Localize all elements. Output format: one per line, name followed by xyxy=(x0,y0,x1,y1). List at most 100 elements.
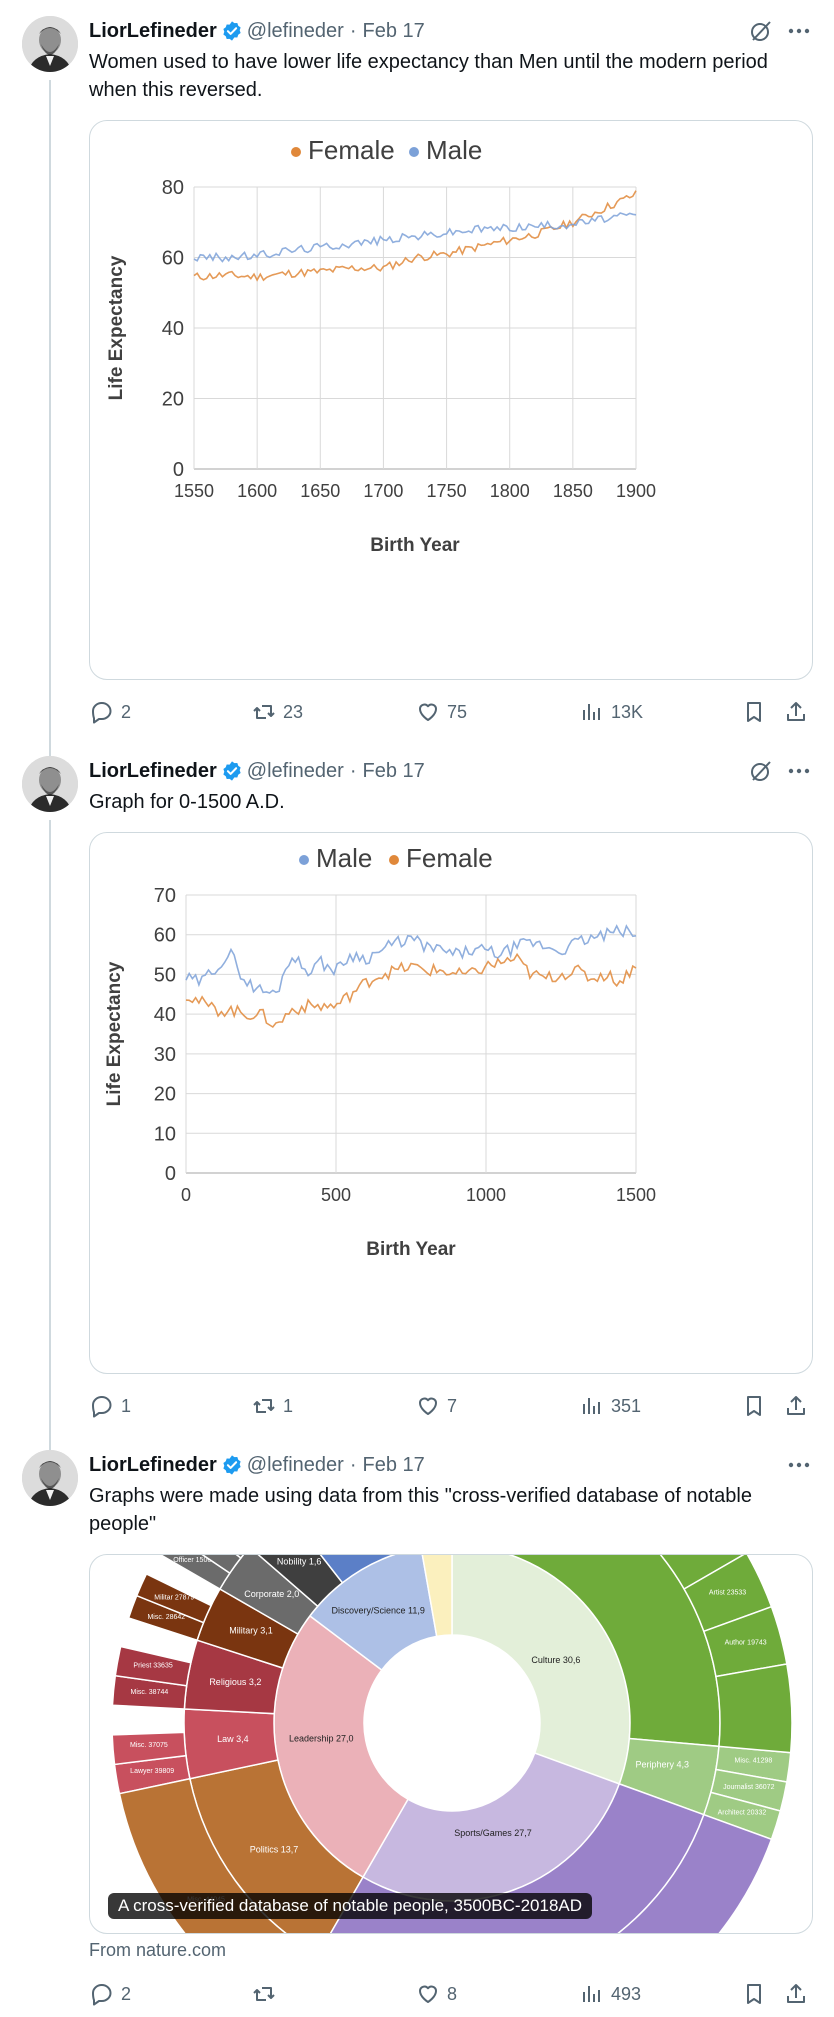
author-name[interactable]: LiorLefineder xyxy=(89,759,217,782)
sunburst-outer-segment xyxy=(235,1555,245,1560)
life-expectancy-chart-1550-1900: Female Male 0 20 40 60 80 1550 1600 1650 1700 1750 1… xyxy=(106,135,656,556)
avatar-portrait-icon xyxy=(22,1450,78,1506)
y-tick-label: 0 xyxy=(173,459,184,481)
sunburst-middle-label: Nobility 1,6 xyxy=(277,1557,322,1567)
timestamp[interactable]: Feb 17 xyxy=(362,1453,425,1476)
y-tick-label: 60 xyxy=(154,925,176,947)
legend-marker-male xyxy=(299,855,309,865)
grok-icon[interactable] xyxy=(748,18,774,44)
x-tick-label: 1700 xyxy=(363,481,403,501)
bookmark-button[interactable] xyxy=(741,1980,767,2008)
legend-marker-female xyxy=(389,855,399,865)
analytics-icon xyxy=(583,1398,600,1414)
reply-button[interactable]: 2 xyxy=(89,698,131,726)
chart-image[interactable]: Male Female 0 10 20 30 40 50 60 70 0 500 1000 1500 Bir… xyxy=(89,832,813,1374)
tweet[interactable]: LiorLefineder @lefineder · Feb 17 Women … xyxy=(0,16,834,736)
series-line-male xyxy=(193,212,637,263)
sunburst-outer-label: Priest 33635 xyxy=(133,1663,172,1670)
views-button[interactable]: 493 xyxy=(579,1980,641,2008)
sunburst-outer-segment xyxy=(617,1813,773,1933)
author-name[interactable]: LiorLefineder xyxy=(89,19,217,42)
x-tick-label: 1900 xyxy=(616,481,656,501)
like-button[interactable]: 75 xyxy=(415,698,467,726)
sunburst-middle-label: Religious 3,2 xyxy=(209,1677,261,1687)
heart-icon xyxy=(419,1397,437,1415)
separator: · xyxy=(349,19,357,42)
avatar-portrait-icon xyxy=(22,756,78,812)
y-tick-label: 10 xyxy=(154,1123,176,1145)
x-tick-label: 1800 xyxy=(490,481,530,501)
series-line-female xyxy=(193,190,637,282)
sunburst-outer-label: Militar 27879 xyxy=(154,1594,194,1601)
reply-button[interactable]: 2 xyxy=(89,1980,131,2008)
avatar[interactable] xyxy=(22,16,78,72)
sunburst-inner-label: Discovery/Science 11,9 xyxy=(331,1606,424,1616)
more-options-icon[interactable] xyxy=(786,1452,812,1478)
more-options-icon[interactable] xyxy=(786,18,812,44)
reply-button[interactable]: 1 xyxy=(89,1392,131,1420)
view-count: 351 xyxy=(611,1395,642,1416)
author-handle[interactable]: @lefineder xyxy=(246,19,344,42)
sunburst-middle-label: Military 3,1 xyxy=(229,1626,273,1636)
avatar[interactable] xyxy=(22,1450,78,1506)
series-line-male xyxy=(185,924,637,994)
sunburst-middle-label: Law 3,4 xyxy=(217,1734,249,1744)
sunburst-outer-label: Architect 20332 xyxy=(718,1809,767,1816)
sunburst-inner-label: Leadership 27,0 xyxy=(289,1733,354,1743)
repost-button[interactable] xyxy=(251,1980,283,2008)
share-button[interactable] xyxy=(783,1392,809,1420)
legend-marker-male xyxy=(409,147,419,157)
verified-badge-icon xyxy=(223,21,241,41)
author-name[interactable]: LiorLefineder xyxy=(89,1453,217,1476)
repost-button[interactable]: 1 xyxy=(251,1392,293,1420)
share-button[interactable] xyxy=(783,698,809,726)
tweet[interactable]: LiorLefineder @lefineder · Feb 17 Graph … xyxy=(0,756,834,1418)
y-tick-label: 40 xyxy=(154,1004,176,1026)
tweet-actions: 2 23 75 13K xyxy=(89,698,813,726)
legend-label-female: Female xyxy=(308,135,395,165)
share-icon xyxy=(787,1396,805,1415)
views-button[interactable]: 351 xyxy=(579,1392,641,1420)
sunburst-outer-label: Misc. 37075 xyxy=(130,1742,168,1749)
reply-icon xyxy=(92,702,112,724)
separator: · xyxy=(349,759,357,782)
y-tick-label: 20 xyxy=(162,389,184,411)
separator: · xyxy=(349,1453,357,1476)
author-handle[interactable]: @lefineder xyxy=(246,1453,344,1476)
bookmark-icon xyxy=(747,702,761,722)
repost-count: 23 xyxy=(283,701,304,722)
legend-marker-female xyxy=(291,147,301,157)
share-icon xyxy=(787,702,805,721)
view-count: 493 xyxy=(611,1983,642,2004)
series-line-female xyxy=(185,952,637,1029)
like-button[interactable]: 7 xyxy=(415,1392,457,1420)
views-button[interactable]: 13K xyxy=(579,698,643,726)
like-button[interactable]: 8 xyxy=(415,1980,457,2008)
sunburst-outer-label: Author 19743 xyxy=(725,1639,767,1646)
chart-image[interactable]: Female Male 0 20 40 60 80 1550 1600 1650 1700 1750 1… xyxy=(89,120,813,680)
sunburst-chart-image: Culture 30,6 Sports/Games 27,7 Leadership … xyxy=(111,1555,793,1933)
repost-button[interactable]: 23 xyxy=(251,698,303,726)
analytics-icon xyxy=(583,1986,600,2002)
y-tick-label: 0 xyxy=(165,1163,176,1185)
sunburst-outer-segment xyxy=(135,1572,213,1624)
tweet[interactable]: LiorLefineder @lefineder · Feb 17 Graphs… xyxy=(0,1450,834,2017)
grok-icon[interactable] xyxy=(748,758,774,784)
link-source[interactable]: From nature.com xyxy=(89,1940,227,1960)
author-handle[interactable]: @lefineder xyxy=(246,759,344,782)
x-tick-label: 1750 xyxy=(427,481,467,501)
verified-badge-icon xyxy=(223,761,241,781)
analytics-icon xyxy=(583,704,600,720)
reply-icon xyxy=(92,1984,112,2006)
bookmark-button[interactable] xyxy=(741,698,767,726)
sunburst-outer-segment xyxy=(715,1663,793,1754)
bookmark-button[interactable] xyxy=(741,1392,767,1420)
timestamp[interactable]: Feb 17 xyxy=(362,759,425,782)
view-count: 13K xyxy=(611,701,644,722)
more-options-icon[interactable] xyxy=(786,758,812,784)
share-button[interactable] xyxy=(783,1980,809,2008)
heart-icon xyxy=(419,703,437,721)
link-card[interactable]: Culture 30,6 Sports/Games 27,7 Leadership … xyxy=(89,1554,813,1934)
timestamp[interactable]: Feb 17 xyxy=(362,19,425,42)
avatar[interactable] xyxy=(22,756,78,812)
